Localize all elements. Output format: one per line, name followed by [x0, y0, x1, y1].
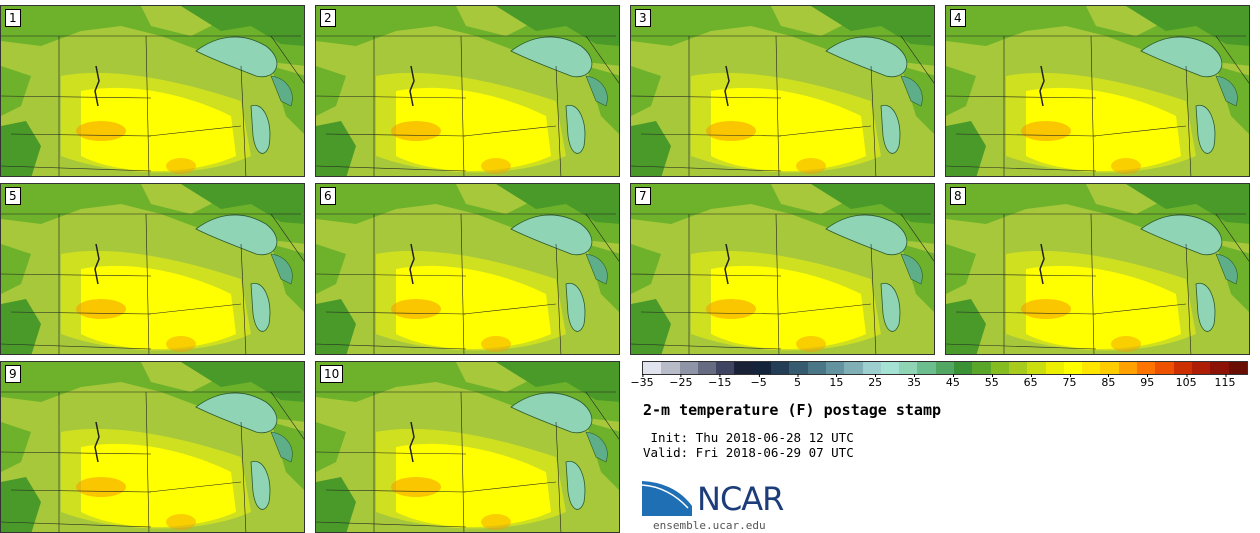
- colorbar-swatch: [661, 362, 680, 374]
- colorbar-swatch: [752, 362, 772, 374]
- panel-number-label: 2: [320, 9, 336, 27]
- colorbar-swatch: [935, 362, 955, 374]
- colorbar-swatch: [1027, 362, 1046, 374]
- colorbar-tick-label: 65: [1023, 374, 1038, 389]
- colorbar-swatch: [1210, 362, 1229, 374]
- map-panel[interactable]: 5: [0, 183, 305, 355]
- colorbar-swatch: [1191, 362, 1211, 374]
- colorbar-tick-label: 75: [1062, 374, 1077, 389]
- colorbar-swatch: [1118, 362, 1138, 374]
- map-panel[interactable]: 1: [0, 5, 305, 177]
- colorbar-tick-label: 45: [945, 374, 960, 389]
- ncar-logo-icon[interactable]: [642, 476, 802, 521]
- colorbar-tick-label: 95: [1140, 374, 1155, 389]
- colorbar-swatch: [789, 362, 808, 374]
- colorbar-swatch: [917, 362, 936, 374]
- panel-number-label: 10: [320, 365, 344, 383]
- colorbar-swatch: [825, 362, 845, 374]
- colorbar-tick-label: 25: [868, 374, 883, 389]
- map-panel[interactable]: 9: [0, 361, 305, 533]
- colorbar-tick-label: 5: [793, 374, 801, 389]
- colorbar-swatch: [807, 362, 826, 374]
- map-panel[interactable]: 8: [945, 183, 1250, 355]
- colorbar-swatch: [1100, 362, 1119, 374]
- colorbar-tick-label: −35: [630, 374, 654, 389]
- panel-number-label: 8: [950, 187, 966, 205]
- temperature-colorbar: [642, 361, 1248, 375]
- colorbar-swatch: [643, 362, 662, 374]
- colorbar-swatch: [990, 362, 1009, 374]
- panel-number-label: 3: [635, 9, 651, 27]
- colorbar-swatch: [844, 362, 863, 374]
- colorbar-swatch: [1008, 362, 1028, 374]
- colorbar-swatch: [1173, 362, 1192, 374]
- colorbar-swatch: [1137, 362, 1156, 374]
- colorbar-tick-label: 85: [1101, 374, 1116, 389]
- colorbar-tick-label: 35: [907, 374, 922, 389]
- ncar-logo-text: NCAR: [697, 480, 784, 518]
- colorbar-swatch: [716, 362, 735, 374]
- panel-number-label: 9: [5, 365, 21, 383]
- colorbar-swatch: [679, 362, 698, 374]
- colorbar-swatch: [1045, 362, 1064, 374]
- colorbar-swatch: [771, 362, 790, 374]
- colorbar-swatch: [954, 362, 973, 374]
- init-time: Init: Thu 2018-06-28 12 UTC: [643, 430, 854, 445]
- colorbar-tick-label: −5: [750, 374, 767, 389]
- colorbar-swatch: [1155, 362, 1174, 374]
- colorbar-swatch: [972, 362, 991, 374]
- map-panel[interactable]: 4: [945, 5, 1250, 177]
- colorbar-swatch: [899, 362, 918, 374]
- colorbar-tick-label: −15: [708, 374, 732, 389]
- map-panel[interactable]: 3: [630, 5, 935, 177]
- colorbar-swatch: [1063, 362, 1083, 374]
- colorbar-tick-label: 55: [984, 374, 999, 389]
- website-link[interactable]: ensemble.ucar.edu: [653, 519, 766, 532]
- colorbar-tick-label: 105: [1175, 374, 1197, 389]
- valid-time: Valid: Fri 2018-06-29 07 UTC: [643, 445, 854, 460]
- colorbar-swatch: [734, 362, 753, 374]
- map-panel[interactable]: 2: [315, 5, 620, 177]
- map-panel[interactable]: 6: [315, 183, 620, 355]
- panel-number-label: 7: [635, 187, 651, 205]
- page-title: 2-m temperature (F) postage stamp: [643, 401, 942, 419]
- colorbar-swatch: [1082, 362, 1101, 374]
- colorbar-tick-label: 15: [829, 374, 844, 389]
- panel-number-label: 4: [950, 9, 966, 27]
- panel-number-label: 6: [320, 187, 336, 205]
- colorbar-swatch: [1228, 362, 1247, 374]
- colorbar-ticks: −35 −25 −15 −5 5 15 25 35 45 55 65 75 85 95 105 115: [630, 374, 1248, 396]
- colorbar-tick-label: 115: [1214, 374, 1236, 389]
- colorbar-tick-label: −25: [669, 374, 693, 389]
- colorbar-swatch: [880, 362, 900, 374]
- map-panel[interactable]: 10: [315, 361, 620, 533]
- panel-number-label: 1: [5, 9, 21, 27]
- map-panel[interactable]: 7: [630, 183, 935, 355]
- colorbar-swatch: [697, 362, 717, 374]
- panel-number-label: 5: [5, 187, 21, 205]
- colorbar-swatch: [862, 362, 881, 374]
